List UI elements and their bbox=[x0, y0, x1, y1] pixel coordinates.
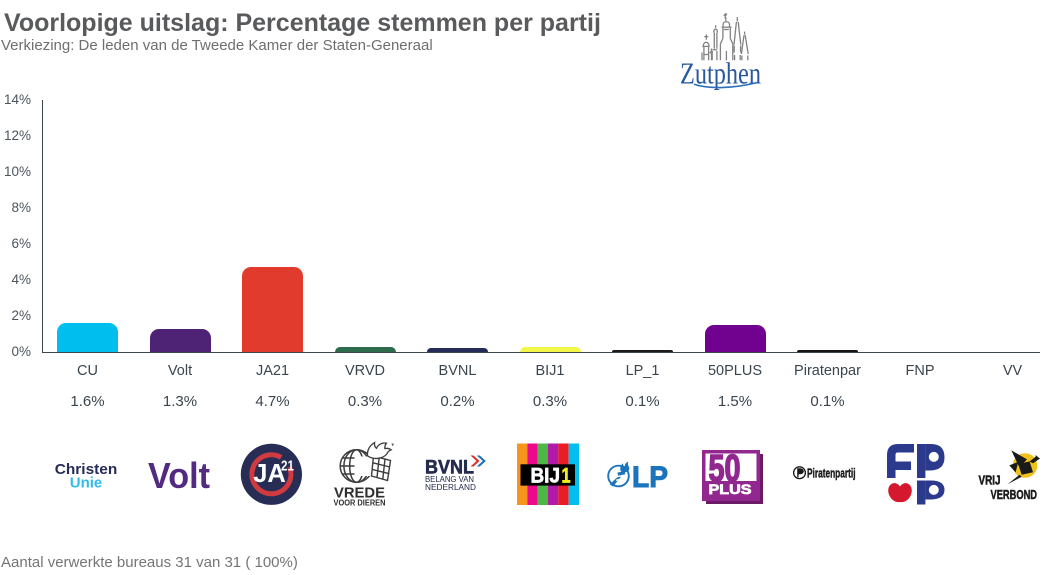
svg-text:Piratenpartij: Piratenpartij bbox=[807, 466, 856, 480]
svg-text:BELANG VAN: BELANG VAN bbox=[425, 474, 474, 484]
svg-text:NEDERLAND: NEDERLAND bbox=[425, 482, 476, 492]
svg-text:VRIJ: VRIJ bbox=[979, 473, 1001, 488]
svg-text:BVNL: BVNL bbox=[425, 457, 474, 479]
svg-text:VERBOND: VERBOND bbox=[991, 487, 1038, 502]
svg-text:Unie: Unie bbox=[70, 474, 103, 491]
svg-text:BIJ: BIJ bbox=[531, 465, 561, 488]
svg-text:PLUS: PLUS bbox=[709, 482, 752, 497]
svg-text:1: 1 bbox=[562, 465, 571, 488]
svg-text:21: 21 bbox=[281, 457, 294, 474]
svg-text:LP: LP bbox=[632, 461, 668, 494]
svg-text:Zutphen: Zutphen bbox=[680, 56, 761, 91]
svg-text:JA: JA bbox=[253, 460, 286, 488]
svg-text:VREDE: VREDE bbox=[334, 485, 385, 502]
svg-text:Volt: Volt bbox=[148, 455, 210, 496]
svg-text:50: 50 bbox=[709, 448, 741, 490]
svg-text:Christen: Christen bbox=[55, 461, 118, 478]
svg-text:VOOR DIEREN: VOOR DIEREN bbox=[334, 499, 386, 508]
